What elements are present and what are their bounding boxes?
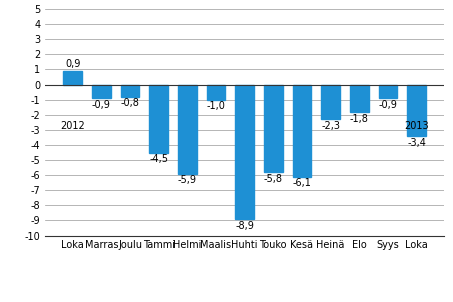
Bar xyxy=(235,85,254,219)
Text: -0,9: -0,9 xyxy=(92,100,111,110)
Text: -4,5: -4,5 xyxy=(149,154,168,164)
Text: -3,4: -3,4 xyxy=(407,138,426,148)
Text: -6,1: -6,1 xyxy=(293,178,311,188)
Text: -1,0: -1,0 xyxy=(207,101,226,111)
Text: 2013: 2013 xyxy=(404,121,429,131)
Text: -8,9: -8,9 xyxy=(235,221,254,231)
Bar xyxy=(350,85,369,112)
Text: -1,8: -1,8 xyxy=(350,114,369,124)
Bar xyxy=(178,85,197,174)
Bar xyxy=(120,85,140,97)
Text: -5,9: -5,9 xyxy=(178,175,197,185)
Bar xyxy=(264,85,283,172)
Bar xyxy=(407,85,426,136)
Bar xyxy=(207,85,225,100)
Bar xyxy=(63,71,82,85)
Text: -0,8: -0,8 xyxy=(120,98,140,108)
Bar xyxy=(379,85,397,98)
Text: 2012: 2012 xyxy=(60,121,85,131)
Text: -0,9: -0,9 xyxy=(378,100,397,110)
Text: -5,8: -5,8 xyxy=(264,174,283,184)
Bar xyxy=(149,85,168,153)
Text: -2,3: -2,3 xyxy=(321,121,340,131)
Bar xyxy=(321,85,340,119)
Bar xyxy=(92,85,111,98)
Bar xyxy=(293,85,311,177)
Text: 0,9: 0,9 xyxy=(65,59,81,69)
